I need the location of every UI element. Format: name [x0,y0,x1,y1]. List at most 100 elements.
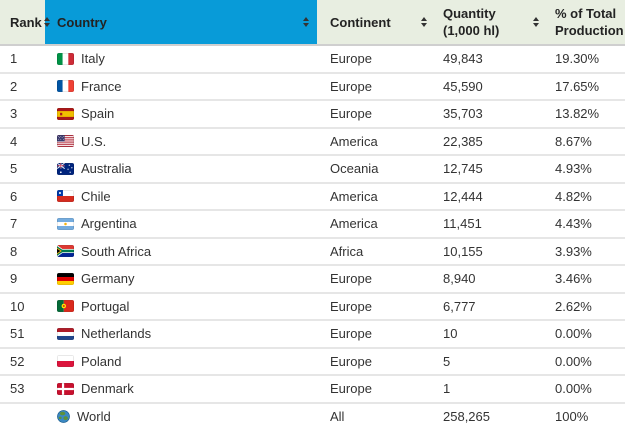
rank-cell: 6 [0,182,45,211]
continent-cell: Europe [317,265,435,294]
continent-cell: Europe [317,320,435,349]
column-header-quantity[interactable]: Quantity (1,000 hl) [435,0,547,46]
quantity-cell: 12,745 [435,155,547,184]
rank-cell: 52 [0,347,45,376]
country-name: Chile [81,188,111,204]
sort-icon [533,17,539,27]
rank-cell: 10 [0,292,45,321]
south-africa-flag-icon [57,245,74,258]
country-cell: France [45,72,317,101]
france-flag-icon [57,80,74,93]
percent-cell: 19.30% [547,45,625,74]
germany-flag-icon [57,272,74,285]
quantity-cell: 11,451 [435,210,547,239]
country-cell: World [45,403,317,430]
quantity-cell: 10 [435,320,547,349]
country-cell: Germany [45,265,317,294]
country-name: Poland [81,353,122,369]
quantity-cell: 49,843 [435,45,547,74]
country-cell: Denmark [45,375,317,404]
percent-cell: 4.93% [547,155,625,184]
country-cell: Portugal [45,292,317,321]
continent-cell: America [317,127,435,156]
table-row: 8 South Africa Africa 10,155 3.93% [0,237,625,266]
quantity-cell: 8,940 [435,265,547,294]
percent-header-line1: % of Total [555,6,617,21]
table-row: 5 Australia Oceania 12,745 4.93% [0,155,625,184]
quantity-cell: 10,155 [435,237,547,266]
rank-cell: 2 [0,72,45,101]
percent-cell: 0.00% [547,375,625,404]
rank-cell: 8 [0,237,45,266]
chile-flag-icon [57,190,74,203]
country-name: Denmark [81,381,134,397]
rank-cell: 51 [0,320,45,349]
table-row: 10 Portugal Europe 6,777 2.62% [0,292,625,321]
rank-header-label: Rank [10,14,42,30]
country-name: France [81,78,122,94]
country-name: Portugal [81,298,130,314]
table-row: 2 France Europe 45,590 17.65% [0,72,625,101]
country-name: U.S. [81,133,107,149]
country-name: Spain [81,106,115,122]
quantity-cell: 12,444 [435,182,547,211]
continent-cell: America [317,182,435,211]
sort-icon [421,17,427,27]
table-row: 53 Denmark Europe 1 0.00% [0,375,625,404]
denmark-flag-icon [57,382,74,395]
column-header-country[interactable]: Country [45,0,317,46]
quantity-cell: 6,777 [435,292,547,321]
us-flag-icon [57,135,74,148]
table-body: 1 Italy Europe 49,843 19.30% 2 France Eu… [0,45,625,429]
percent-cell: 8.67% [547,127,625,156]
world-flag-icon [57,409,70,423]
column-header-percent[interactable]: % of Total Production [547,0,625,46]
table-row: 1 Italy Europe 49,843 19.30% [0,45,625,74]
percent-cell: 0.00% [547,347,625,376]
country-name: Australia [81,161,132,177]
spain-flag-icon [57,107,74,120]
italy-flag-icon [57,52,74,65]
rank-cell: 9 [0,265,45,294]
country-cell: Spain [45,100,317,129]
rank-cell [0,403,45,430]
country-cell: Chile [45,182,317,211]
table-row: 51 Netherlands Europe 10 0.00% [0,320,625,349]
continent-cell: Europe [317,100,435,129]
rank-cell: 4 [0,127,45,156]
table-row: 4 U.S. America 22,385 8.67% [0,127,625,156]
rank-cell: 53 [0,375,45,404]
quantity-cell: 5 [435,347,547,376]
continent-cell: Oceania [317,155,435,184]
quantity-cell: 45,590 [435,72,547,101]
rank-cell: 1 [0,45,45,74]
country-cell: Australia [45,155,317,184]
country-cell: Argentina [45,210,317,239]
column-header-continent[interactable]: Continent [317,0,435,46]
quantity-cell: 1 [435,375,547,404]
country-name: Germany [81,271,135,287]
continent-cell: Europe [317,292,435,321]
argentina-flag-icon [57,217,74,230]
quantity-cell: 258,265 [443,408,490,424]
australia-flag-icon [57,162,74,175]
netherlands-flag-icon [57,327,74,340]
country-cell: Poland [45,347,317,376]
continent-cell: America [317,210,435,239]
percent-cell: 100% [555,408,589,424]
table-row: 7 Argentina America 11,451 4.43% [0,210,625,239]
header-row: Rank Country Continent Quant [0,0,625,46]
percent-cell: 2.62% [547,292,625,321]
percent-cell: 4.82% [547,182,625,211]
country-cell: Italy [45,45,317,74]
percent-cell: 0.00% [547,320,625,349]
percent-cell: 4.43% [547,210,625,239]
country-name: Italy [81,51,105,67]
continent-cell: Europe [317,72,435,101]
continent-cell: Europe [317,375,435,404]
continent-cell: Europe [317,45,435,74]
column-header-rank[interactable]: Rank [0,0,50,46]
rank-cell: 5 [0,155,45,184]
table-row: 9 Germany Europe 8,940 3.46% [0,265,625,294]
